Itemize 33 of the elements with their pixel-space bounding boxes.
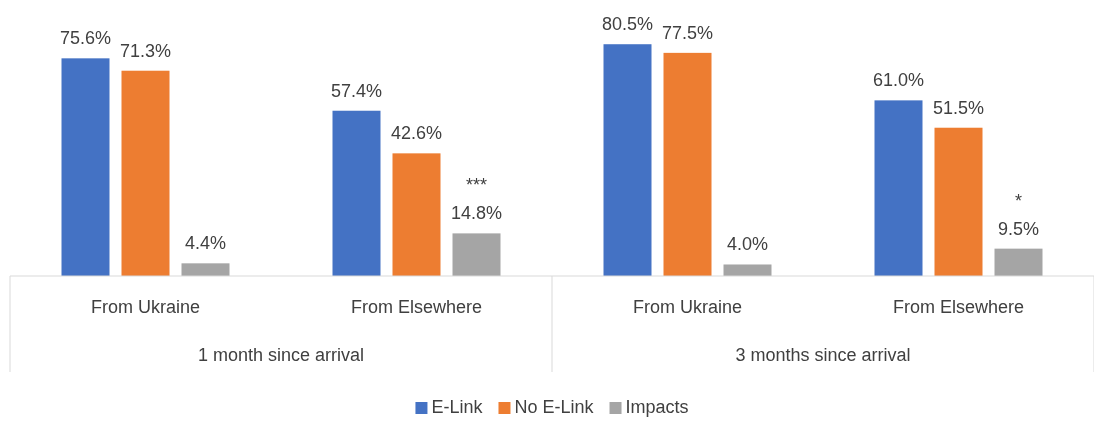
x-tick-label: From Ukraine (90, 297, 201, 317)
data-label: 4.0% (726, 234, 769, 255)
legend-label: Impacts (625, 397, 689, 417)
data-label: 4.4% (184, 233, 227, 254)
bar (603, 44, 652, 276)
data-label: 80.5% (601, 14, 654, 35)
bar (934, 127, 983, 276)
data-label: *** 14.8% (450, 175, 503, 224)
bar (181, 263, 230, 276)
bar (994, 248, 1043, 276)
text: 1 month since arrival (197, 345, 365, 365)
bar (663, 52, 712, 276)
data-label: 75.6% (59, 28, 112, 49)
bar (61, 58, 110, 276)
legend-label: E-Link (431, 397, 484, 417)
bar (874, 100, 923, 276)
x-tick-label: From Elsewhere (350, 297, 483, 317)
x-tick-label: From Ukraine (632, 297, 743, 317)
data-label: 42.6% (390, 123, 443, 144)
bar (332, 110, 381, 276)
data-label: 71.3% (119, 40, 172, 61)
legend-label: No E-Link (514, 397, 595, 417)
data-label: 51.5% (932, 97, 985, 118)
bar (723, 264, 772, 276)
data-label: 61.0% (872, 70, 925, 91)
bar (121, 70, 170, 276)
data-label: 77.5% (661, 22, 714, 43)
bar (392, 153, 441, 276)
bar (452, 233, 501, 276)
data-label: 57.4% (330, 80, 383, 101)
x-tick-label: From Elsewhere (892, 297, 1025, 317)
text: 3 months since arrival (735, 345, 911, 365)
data-label: * 9.5% (997, 190, 1040, 239)
